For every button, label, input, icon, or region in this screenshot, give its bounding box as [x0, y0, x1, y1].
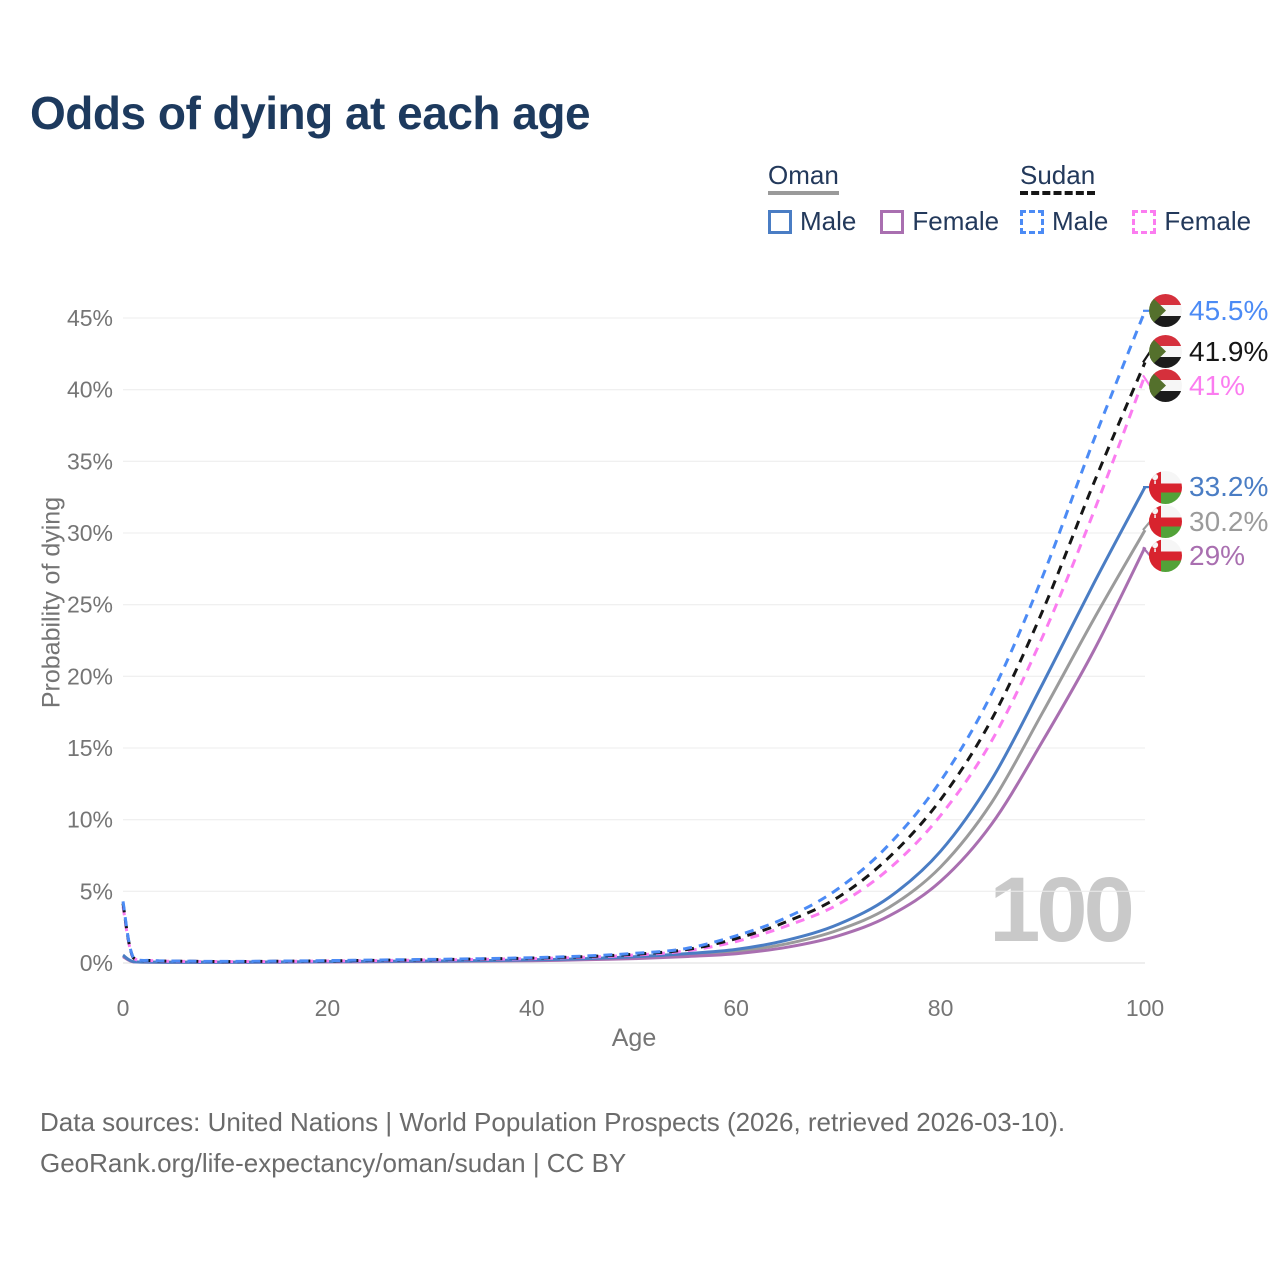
- sudan-male-swatch: [1020, 209, 1044, 234]
- end-label-value: 41%: [1189, 369, 1246, 401]
- end-label-oman-male: 33.2%: [1149, 470, 1268, 504]
- end-label-sudan-female: 41%: [1149, 369, 1245, 403]
- end-label-value: 41.9%: [1189, 335, 1269, 367]
- series-line-sudan-both[interactable]: [121, 361, 1147, 964]
- end-label-value: 33.2%: [1189, 471, 1269, 503]
- oman-female-swatch: [880, 209, 905, 234]
- end-label-value: 45.5%: [1189, 294, 1269, 326]
- sudan-flag-icon: [1149, 369, 1182, 403]
- series-line-sudan-male[interactable]: [121, 310, 1147, 963]
- end-label-oman-both: 30.2%: [1149, 505, 1268, 539]
- series-line-sudan-female[interactable]: [121, 374, 1147, 964]
- x-tick-label: 40: [519, 995, 545, 1021]
- series-line-oman-female[interactable]: [122, 546, 1147, 964]
- footer: Data sources: United Nations | World Pop…: [40, 1102, 1065, 1184]
- legend-item-label: Female: [912, 206, 1000, 236]
- legend-item-label: Female: [1164, 206, 1252, 236]
- legend-item-oman-female[interactable]: Female: [880, 206, 999, 237]
- legend-group-sudan: Sudan Male Female: [1020, 162, 1251, 237]
- legend-items-oman: Male Female: [768, 206, 999, 237]
- legend-item-label: Male: [1052, 206, 1109, 236]
- legend-items-sudan: Male Female: [1020, 206, 1251, 237]
- legend-item-sudan-female[interactable]: Female: [1132, 206, 1251, 237]
- age-watermark: 100: [989, 859, 1135, 961]
- end-label-sudan-male: 45.5%: [1149, 294, 1268, 328]
- y-tick-label: 10%: [67, 807, 113, 833]
- footer-source-line: Data sources: United Nations | World Pop…: [40, 1107, 1066, 1137]
- x-tick-label: 20: [315, 995, 341, 1021]
- y-tick-label: 35%: [67, 448, 113, 474]
- legend-group-oman: Oman Male Female: [768, 162, 999, 237]
- y-tick-label: 25%: [67, 592, 113, 618]
- end-label-value: 29%: [1189, 539, 1246, 571]
- legend-item-sudan-male[interactable]: Male: [1020, 206, 1108, 237]
- y-tick-label: 15%: [67, 735, 113, 761]
- y-tick-label: 5%: [80, 878, 113, 904]
- y-tick-label: 40%: [67, 377, 113, 403]
- y-axis-title: Probability of dying: [37, 496, 66, 709]
- y-tick-label: 20%: [67, 663, 113, 689]
- sudan-female-swatch: [1132, 209, 1157, 234]
- end-label-value: 30.2%: [1189, 505, 1269, 537]
- x-tick-label: 100: [1126, 995, 1164, 1021]
- x-tick-label: 0: [117, 995, 130, 1021]
- y-tick-label: 0%: [80, 950, 113, 976]
- series-line-oman-both[interactable]: [122, 529, 1147, 964]
- sudan-flag-icon: [1149, 294, 1182, 328]
- oman-flag-icon: [1149, 539, 1182, 573]
- chart-title: Odds of dying at each age: [30, 87, 591, 139]
- legend-item-label: Male: [800, 206, 857, 236]
- end-label-sudan-both: 41.9%: [1149, 335, 1268, 369]
- oman-flag-icon: [1149, 470, 1182, 504]
- y-tick-label: 45%: [67, 305, 113, 331]
- y-tick-label: 30%: [67, 520, 113, 546]
- x-tick-label: 80: [928, 995, 954, 1021]
- sudan-flag-icon: [1149, 335, 1182, 369]
- legend-group-oman-label: Oman: [768, 162, 839, 195]
- oman-male-swatch: [768, 209, 792, 234]
- oman-flag-icon: [1149, 505, 1182, 539]
- x-tick-label: 60: [723, 995, 749, 1021]
- x-axis-title: Age: [611, 1024, 657, 1052]
- footer-license-line: GeoRank.org/life-expectancy/oman/sudan |…: [40, 1148, 627, 1178]
- legend-item-oman-male[interactable]: Male: [768, 206, 856, 237]
- end-label-oman-female: 29%: [1149, 539, 1245, 573]
- legend-group-sudan-label: Sudan: [1020, 162, 1096, 195]
